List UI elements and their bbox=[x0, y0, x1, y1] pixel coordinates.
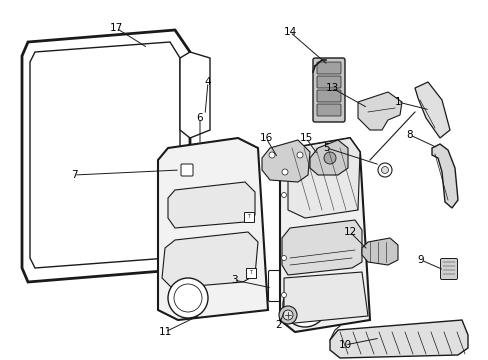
Text: 7: 7 bbox=[71, 170, 77, 180]
FancyBboxPatch shape bbox=[181, 164, 193, 176]
Polygon shape bbox=[414, 82, 449, 138]
Text: 15: 15 bbox=[299, 133, 312, 143]
Polygon shape bbox=[175, 30, 209, 138]
Circle shape bbox=[168, 278, 207, 318]
Circle shape bbox=[281, 292, 286, 297]
Text: 12: 12 bbox=[343, 227, 356, 237]
Polygon shape bbox=[280, 138, 369, 332]
FancyBboxPatch shape bbox=[316, 90, 340, 102]
Polygon shape bbox=[158, 138, 267, 320]
Text: 16: 16 bbox=[259, 133, 272, 143]
Polygon shape bbox=[282, 220, 361, 275]
Circle shape bbox=[279, 306, 296, 324]
FancyBboxPatch shape bbox=[312, 58, 345, 122]
FancyBboxPatch shape bbox=[440, 258, 457, 279]
Circle shape bbox=[296, 152, 303, 158]
Polygon shape bbox=[329, 320, 467, 358]
FancyBboxPatch shape bbox=[316, 76, 340, 88]
Text: 8: 8 bbox=[406, 130, 412, 140]
Text: 14: 14 bbox=[283, 27, 296, 37]
Circle shape bbox=[268, 152, 274, 158]
FancyBboxPatch shape bbox=[316, 104, 340, 116]
FancyBboxPatch shape bbox=[245, 268, 256, 278]
Circle shape bbox=[281, 256, 286, 261]
Text: 9: 9 bbox=[417, 255, 424, 265]
Text: 6: 6 bbox=[196, 113, 203, 123]
Text: T: T bbox=[247, 215, 250, 220]
Circle shape bbox=[281, 193, 286, 198]
Text: 10: 10 bbox=[338, 340, 351, 350]
FancyBboxPatch shape bbox=[244, 212, 253, 222]
Text: 13: 13 bbox=[325, 83, 338, 93]
Circle shape bbox=[282, 169, 287, 175]
Polygon shape bbox=[309, 140, 347, 175]
Text: 17: 17 bbox=[109, 23, 122, 33]
Circle shape bbox=[377, 163, 391, 177]
Polygon shape bbox=[162, 232, 258, 288]
Circle shape bbox=[381, 166, 387, 174]
Text: 2: 2 bbox=[275, 320, 282, 330]
Polygon shape bbox=[357, 92, 401, 130]
Text: 5: 5 bbox=[323, 143, 329, 153]
Text: 3: 3 bbox=[230, 275, 237, 285]
Polygon shape bbox=[361, 238, 397, 265]
Polygon shape bbox=[22, 30, 190, 282]
Circle shape bbox=[324, 152, 335, 164]
Text: 4: 4 bbox=[204, 77, 211, 87]
Polygon shape bbox=[284, 272, 367, 324]
Text: 11: 11 bbox=[158, 327, 171, 337]
FancyBboxPatch shape bbox=[316, 62, 340, 74]
Polygon shape bbox=[431, 144, 457, 208]
Polygon shape bbox=[287, 138, 359, 218]
FancyBboxPatch shape bbox=[268, 270, 283, 301]
Circle shape bbox=[281, 162, 286, 167]
Text: 1: 1 bbox=[394, 97, 401, 107]
Circle shape bbox=[283, 310, 292, 320]
Circle shape bbox=[283, 283, 326, 327]
Polygon shape bbox=[168, 182, 254, 228]
Polygon shape bbox=[262, 140, 309, 182]
Text: T: T bbox=[249, 270, 252, 275]
